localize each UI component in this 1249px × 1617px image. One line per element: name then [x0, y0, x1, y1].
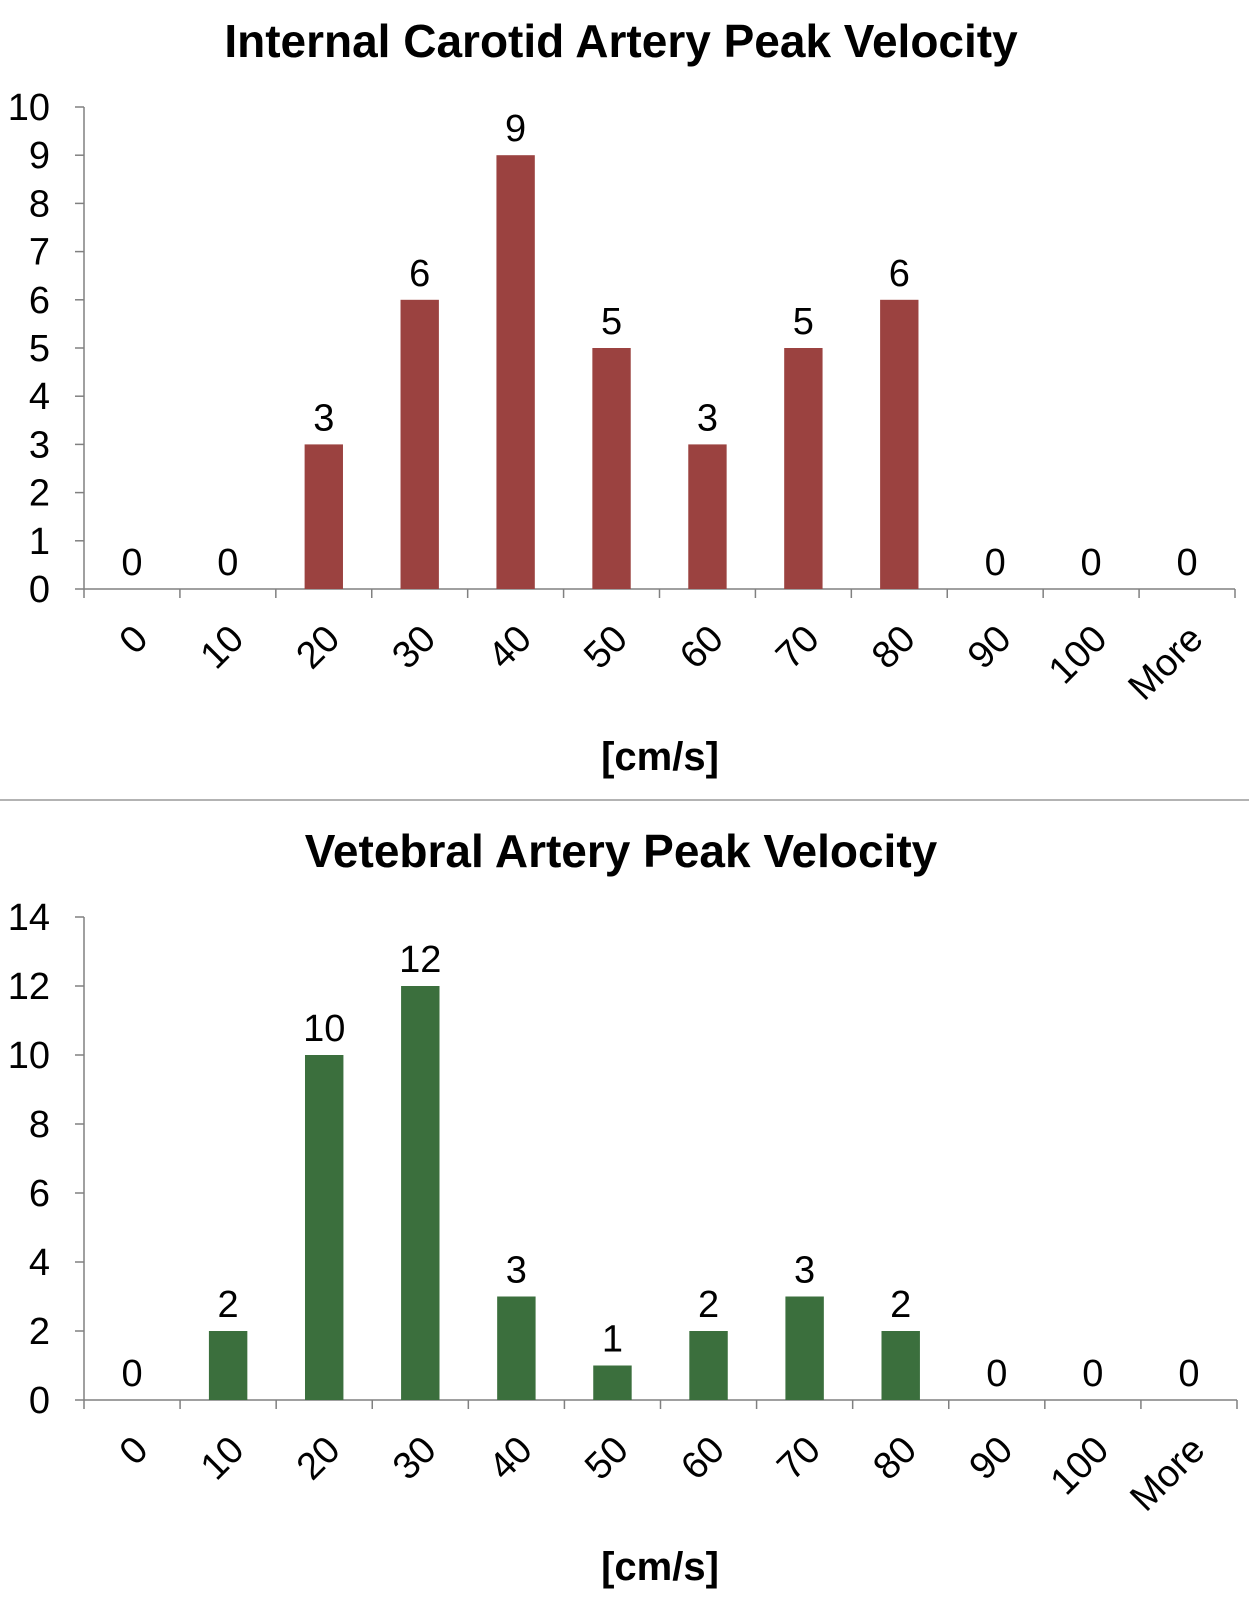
y-tick-label: 0 [29, 1380, 50, 1422]
x-axis-label: [cm/s] [601, 735, 719, 779]
bar [880, 299, 919, 589]
y-tick-label: 3 [29, 424, 50, 466]
y-tick-label: 6 [29, 1173, 50, 1215]
data-label: 5 [793, 301, 814, 343]
data-label: 3 [794, 1250, 815, 1292]
data-label: 6 [409, 253, 430, 295]
bar [304, 444, 343, 589]
data-label: 0 [1081, 542, 1102, 584]
x-tick-label: 40 [481, 1429, 541, 1489]
x-tick-label: 90 [962, 1429, 1022, 1489]
chart-vertebral: Vetebral Artery Peak Velocity [cm/s] 0 2 4… [8, 825, 1238, 1589]
x-axis-label: [cm/s] [601, 1545, 719, 1589]
x-tick-label: 60 [672, 618, 732, 678]
x-tick-label: 10 [193, 618, 253, 678]
x-tick-label: 20 [289, 1429, 349, 1489]
y-tick-label: 8 [29, 1104, 50, 1146]
y-tick-label: 8 [29, 183, 50, 225]
bar [497, 1296, 536, 1400]
x-tick-label: 100 [1043, 1429, 1118, 1504]
bar [400, 299, 439, 589]
x-tick-label: 50 [576, 618, 636, 678]
y-tick-label: 2 [29, 1311, 50, 1353]
data-label: 1 [602, 1319, 623, 1361]
x-tick-label: 60 [673, 1429, 733, 1489]
bar [881, 1331, 920, 1400]
data-label: 0 [986, 1353, 1007, 1395]
x-tick-label: More [1120, 618, 1211, 709]
y-tick-label: 10 [8, 87, 50, 129]
chart-internal-carotid: Internal Carotid Artery Peak Velocity [c… [8, 15, 1236, 779]
data-label: 12 [399, 939, 441, 981]
data-label: 3 [313, 397, 334, 439]
y-tick-label: 9 [29, 135, 50, 177]
bar [688, 444, 727, 589]
x-tick-label: More [1122, 1429, 1213, 1520]
x-tick-label: 70 [768, 618, 828, 678]
chart-title: Internal Carotid Artery Peak Velocity [224, 15, 1018, 67]
bar [401, 986, 440, 1400]
y-tick-label: 1 [29, 521, 50, 563]
y-tick-label: 12 [8, 966, 50, 1008]
x-tick-label: 0 [112, 1429, 157, 1474]
y-tick-label: 4 [29, 1242, 50, 1284]
bar [304, 1055, 344, 1400]
data-label: 0 [1178, 1353, 1199, 1395]
y-tick-label: 0 [29, 569, 50, 611]
x-tick-label: 70 [769, 1429, 829, 1489]
bar [592, 348, 631, 589]
y-tick-label: 4 [29, 376, 50, 418]
data-label: 0 [1176, 542, 1197, 584]
bar [208, 1331, 248, 1400]
x-tick-label: 0 [112, 618, 157, 663]
data-label: 0 [1082, 1353, 1103, 1395]
chart-title: Vetebral Artery Peak Velocity [305, 825, 938, 877]
x-tick-label: 50 [577, 1429, 637, 1489]
y-tick-label: 5 [29, 328, 50, 370]
x-tick-label: 100 [1041, 618, 1116, 693]
x-tick-label: 30 [384, 618, 444, 678]
x-tick-label: 10 [193, 1429, 253, 1489]
data-label: 2 [698, 1284, 719, 1326]
y-tick-label: 10 [8, 1035, 50, 1077]
data-label: 0 [217, 542, 238, 584]
y-tick-label: 2 [29, 473, 50, 515]
y-tick-label: 6 [29, 280, 50, 322]
data-label: 0 [121, 1353, 142, 1395]
data-label: 10 [303, 1008, 345, 1050]
data-label: 6 [889, 253, 910, 295]
data-label: 9 [505, 108, 526, 150]
x-tick-label: 30 [385, 1429, 445, 1489]
x-tick-label: 80 [865, 1429, 925, 1489]
bar [496, 155, 535, 589]
bar [785, 1296, 824, 1400]
x-tick-label: 20 [289, 618, 349, 678]
data-label: 3 [697, 397, 718, 439]
bar [689, 1331, 728, 1400]
chart-marks: 0123456789100001032063094055036057068009… [8, 87, 1236, 709]
chart-marks: 0 2 4 6 8 10 12 14 0 0 2 10 10 20 12 30 3 40 1 50 2 60 3 70 2 80 0… [8, 897, 1238, 1520]
data-label: 2 [890, 1284, 911, 1326]
x-tick-label: 90 [960, 618, 1020, 678]
x-tick-label: 40 [480, 618, 540, 678]
y-tick-label: 14 [8, 897, 50, 939]
y-tick-label: 7 [29, 232, 50, 274]
bar [784, 348, 823, 589]
data-label: 0 [985, 542, 1006, 584]
x-tick-label: 80 [864, 618, 924, 678]
bar [593, 1365, 632, 1400]
data-label: 0 [121, 542, 142, 584]
data-label: 2 [218, 1284, 239, 1326]
data-label: 5 [601, 301, 622, 343]
data-label: 3 [506, 1250, 527, 1292]
